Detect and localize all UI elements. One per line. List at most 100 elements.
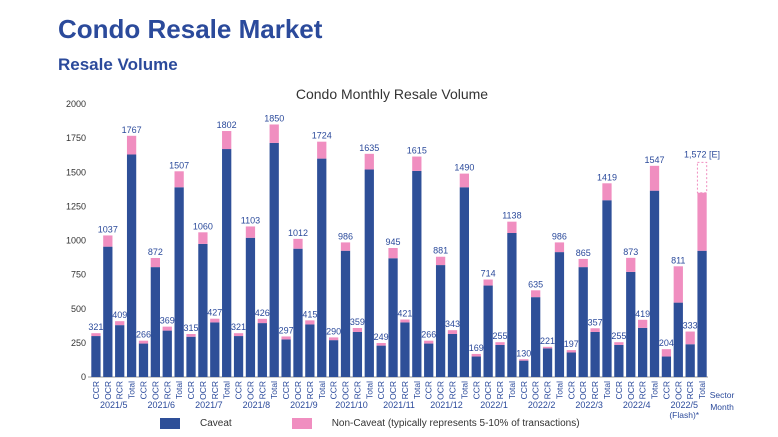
bar-value-label: 290 [326,326,341,336]
legend-item-caveat: Caveat [160,418,232,429]
bar-value-label: 1850 [264,113,284,123]
bar-non-caveat [150,257,161,268]
bar-value-label: 426 [255,308,270,318]
y-tick-label: 1000 [66,236,86,246]
x-category-label: RCR [257,381,267,399]
bar-value-label: 1547 [645,155,665,165]
bar-non-caveat [91,333,101,337]
y-tick-label: 1750 [66,133,86,143]
legend-swatch-caveat [160,418,180,429]
x-month-label: 2022/2 [528,400,556,410]
bar-non-caveat [519,359,529,361]
bar-caveat [317,158,327,377]
bar-non-caveat [507,221,517,233]
bar-non-caveat [281,336,291,340]
bar-value-label: 881 [433,246,448,256]
y-tick-label: 1500 [66,167,86,177]
bar-non-caveat [400,319,410,323]
bar-caveat [198,243,208,377]
bar-value-label: 1419 [597,172,617,182]
bar-value-label: 873 [623,247,638,257]
y-tick-label: 0 [81,372,86,382]
x-category-label: OCR [388,381,398,400]
bar-non-caveat [531,290,541,298]
x-category-label: RCR [352,381,362,399]
x-month-label: 2022/4 [623,400,651,410]
bar-caveat [424,343,434,377]
bar-projected [696,161,708,194]
bar-caveat [150,267,161,377]
x-category-label: OCR [673,381,683,400]
bar-value-label: 359 [350,317,365,327]
bar-non-caveat [305,320,315,325]
bar-non-caveat [483,279,493,286]
x-category-label: CCR [138,381,148,399]
bar-non-caveat [388,248,398,259]
x-category-label: RCR [210,381,220,399]
bar-value-label: 1103 [241,215,260,225]
bar-value-label: 204 [659,338,674,348]
bar-value-label: 343 [445,319,460,329]
x-category-label: Total [269,381,279,399]
bar-value-label: 249 [374,332,389,342]
legend-item-non-caveat: Non-Caveat (typically represents 5-10% o… [291,418,580,429]
x-month-label: 2021/11 [383,400,415,410]
bar-caveat [531,297,541,377]
x-category-label: Total [602,381,612,399]
x-month-label: 2021/10 [335,400,368,410]
x-month-label: 2021/12 [430,400,463,410]
bar-caveat [352,331,363,377]
bar-caveat [269,142,279,377]
x-category-label: Total [412,381,422,399]
x-category-label: OCR [341,381,351,400]
x-month-label: 2021/5 [100,400,128,410]
x-month-label: 2021/6 [148,400,176,410]
bar-value-label: 1,572 [E] [684,149,720,159]
bar-caveat [103,246,113,377]
y-tick-label: 250 [71,338,86,348]
bar-caveat [91,336,101,377]
bar-value-label: 266 [421,330,436,340]
bar-caveat [590,331,600,377]
x-category-label: OCR [103,381,113,400]
bar-non-caveat [626,257,636,272]
x-category-label: RCR [685,381,695,399]
bar-value-label: 415 [302,309,317,319]
x-category-label: CCR [471,381,481,399]
bar-non-caveat [186,334,196,337]
bar-non-caveat [245,226,256,238]
bar-value-label: 1802 [217,120,237,130]
bar-non-caveat [661,349,672,357]
x-category-label: CCR [566,381,576,399]
bar-caveat [602,200,612,377]
bar-non-caveat [222,131,232,150]
bar-value-label: 419 [635,309,650,319]
x-category-label: Total [222,381,232,399]
bar-value-label: 872 [148,247,163,257]
bar-non-caveat [614,342,624,345]
bar-non-caveat [412,156,422,171]
bar-non-caveat [198,232,208,244]
x-category-label: Total [174,381,184,399]
bar-value-label: 1724 [312,131,332,141]
x-category-label: OCR [245,381,255,400]
bar-value-label: 945 [386,237,401,247]
bar-non-caveat [269,124,279,143]
x-category-label: CCR [186,381,196,399]
bar-non-caveat [138,340,149,344]
bar-non-caveat [340,242,351,251]
bar-non-caveat [103,235,113,247]
y-tick-label: 750 [71,270,86,280]
bar-non-caveat [257,318,267,324]
bar-caveat [388,258,398,377]
bar-value-label: 130 [516,348,531,358]
x-month-label: 2022/5 [670,400,698,410]
bar-value-label: 421 [397,309,412,319]
chart-title: Condo Monthly Resale Volume [296,86,488,102]
x-month-label: 2021/8 [243,400,271,410]
x-category-label: CCR [661,381,671,399]
x-category-label: Total [317,381,327,399]
bar-value-label: 255 [611,331,626,341]
axis-month-label: Month [710,402,734,412]
